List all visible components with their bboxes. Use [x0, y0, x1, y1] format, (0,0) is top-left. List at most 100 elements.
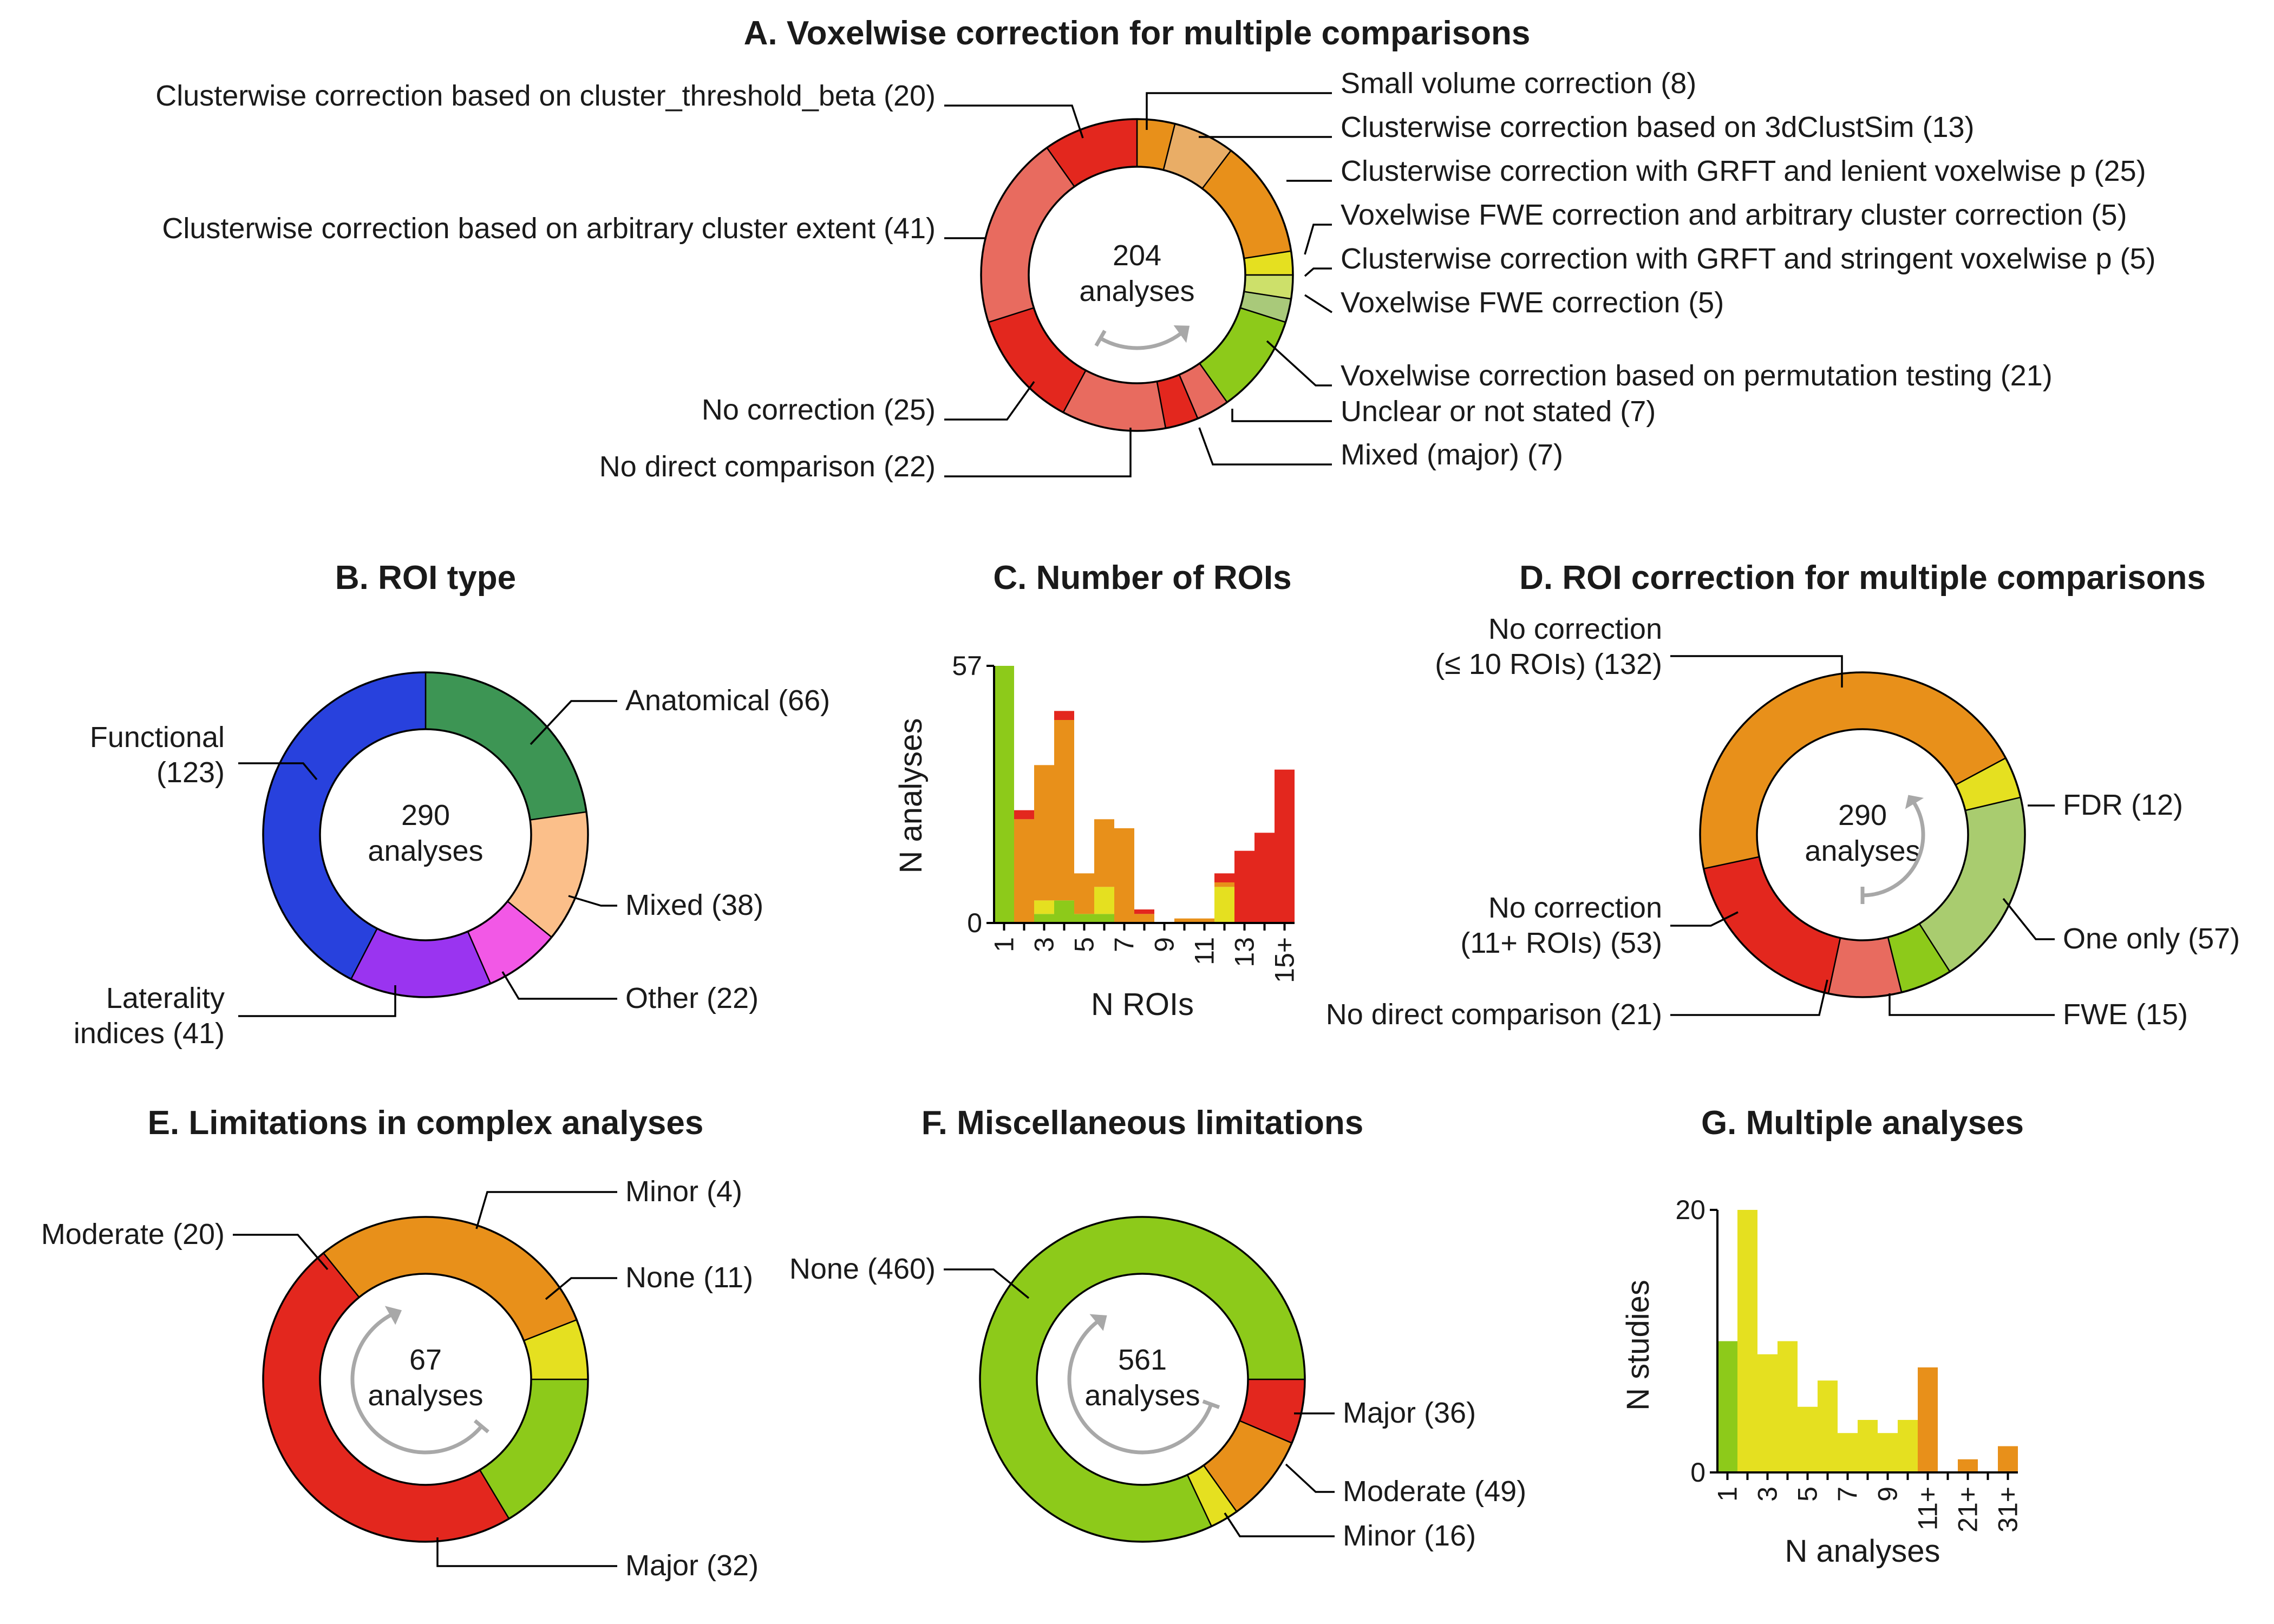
panel-a-leader-3 [1304, 224, 1332, 255]
panel-d-label-3: No direct comparison (21) [1326, 998, 1662, 1031]
panel-g-bar-12-0 [1958, 1459, 1978, 1472]
panel-c-bar-4-2 [1074, 873, 1094, 914]
panel-g-bar-1-0 [1737, 1210, 1757, 1472]
panel-e-leader-0 [545, 1277, 617, 1300]
panel-d-slice-3 [1827, 936, 1903, 998]
panel-c-bar-11-3 [1214, 873, 1234, 882]
panel-c-bar-3-2 [1054, 720, 1074, 901]
panel-a-label-3: Voxelwise FWE correction and arbitrary c… [1341, 199, 2127, 231]
panel-a-label-1: Clusterwise correction based on 3dClustS… [1341, 111, 1975, 143]
panel-g-bar-9-0 [1898, 1420, 1918, 1472]
panel-a-center-count: 204 [1113, 239, 1161, 272]
panel-e-label-3: Minor (4) [625, 1175, 742, 1208]
panel-d-label-5-line-0: No correction [1488, 613, 1662, 645]
panel-c-bar-12-3 [1234, 850, 1254, 923]
panel-c-bar-5-0 [1094, 914, 1114, 923]
panel-a-label-10: No correction (25) [702, 394, 936, 426]
panel-d-label-4-line-0: No correction [1488, 892, 1662, 924]
panel-c-bar-7-2 [1134, 914, 1154, 923]
panel-d-slice-4 [1703, 856, 1841, 994]
panel-a-direction-arc [1099, 329, 1186, 350]
panel-c-bar-1-3 [1014, 810, 1034, 820]
panel-c-bar-1-2 [1014, 819, 1034, 923]
panel-a-direction-tail [1094, 330, 1107, 347]
panel-f-label-3: None (460) [789, 1253, 936, 1285]
panel-g-ylabel: N studies [1620, 1280, 1656, 1411]
panel-b-inner-ring [319, 728, 532, 941]
panel-g-bar-5-0 [1818, 1380, 1838, 1472]
panel-b-center-unit: analyses [368, 835, 483, 867]
panel-d-label-0: FDR (12) [2063, 789, 2183, 821]
panel-b-leader-2 [501, 971, 617, 1000]
panel-a-leader-9 [944, 428, 1132, 477]
panel-b-leader-0 [530, 700, 617, 745]
panel-g-ytick-label-0: 0 [1690, 1457, 1706, 1488]
panel-c-bar-5-1 [1094, 887, 1114, 914]
panel-e-center-unit: analyses [368, 1379, 483, 1412]
panel-e-leader-1 [436, 1537, 617, 1567]
panel-c-ytick-label-1: 57 [952, 651, 982, 681]
panel-c-bar-10-2 [1194, 918, 1214, 923]
panel-d-slice-1 [1918, 796, 2026, 973]
panel-b-label-4-line-0: Functional [90, 721, 225, 754]
panel-d-label-2: FWE (15) [2063, 998, 2188, 1031]
panel-a-label-8: Mixed (major) (7) [1341, 438, 1563, 471]
panel-e-title: E. Limitations in complex analyses [148, 1104, 704, 1142]
panel-a-center-unit: analyses [1079, 275, 1194, 307]
panel-b-leader-1 [568, 895, 617, 907]
panel-d-direction-arc [1862, 798, 1925, 898]
panel-e-inner-ring [319, 1273, 532, 1486]
panel-e-leader-2 [233, 1234, 329, 1271]
panel-d-title: D. ROI correction for multiple compariso… [1519, 559, 2206, 597]
panel-a-label-7: Unclear or not stated (7) [1341, 395, 1656, 428]
panel-c-xtick-label-4: 5 [1069, 937, 1100, 952]
panel-d-leader-3 [1670, 979, 1828, 1016]
panel-c-title: C. Number of ROIs [993, 559, 1291, 597]
panel-a-label-2: Clusterwise correction with GRFT and len… [1341, 155, 2146, 187]
panel-e-center-count: 67 [409, 1344, 442, 1376]
panel-e-slice-2 [322, 1216, 578, 1342]
panel-c-bar-11-1 [1214, 887, 1234, 923]
panel-g-bar-3-0 [1778, 1341, 1798, 1472]
panel-c-bar-14-3 [1275, 769, 1295, 923]
panel-d-leader-4 [1670, 911, 1739, 927]
panel-a-leader-10 [944, 381, 1035, 421]
panel-f-label-2: Minor (16) [1343, 1520, 1476, 1552]
panel-e-direction-arc [350, 1311, 483, 1455]
panel-g-xtick-label-6: 7 [1833, 1487, 1863, 1502]
panel-d-leader-5 [1670, 655, 1843, 687]
panel-g-bar-0-0 [1717, 1341, 1737, 1472]
panel-c-bar-2-1 [1034, 900, 1054, 914]
panel-b-label-1: Mixed (38) [625, 889, 763, 921]
panel-f-leader-2 [1224, 1512, 1335, 1537]
panel-f-center-unit: analyses [1084, 1379, 1200, 1412]
panel-a-label-6: Voxelwise correction based on permutatio… [1341, 359, 2053, 392]
panel-a-inner-ring [1028, 166, 1246, 384]
panel-d-label-5-line-1: (≤ 10 ROIs) (132) [1435, 648, 1662, 680]
panel-f-outer-ring [979, 1216, 1306, 1543]
panel-f-direction-tail [1202, 1399, 1220, 1409]
panel-d-center-unit: analyses [1805, 835, 1920, 867]
panel-c-ytick-label-0: 0 [967, 908, 982, 938]
panel-a-leader-5 [1304, 294, 1332, 313]
panel-g-bar-14-0 [1998, 1446, 2018, 1472]
panel-d-label-1: One only (57) [2063, 922, 2240, 955]
panel-c-bar-2-2 [1034, 765, 1054, 901]
panel-e-leader-3 [475, 1191, 617, 1229]
panel-a-label-12: Clusterwise correction based on cluster_… [155, 80, 936, 112]
panel-d-center-count: 290 [1838, 799, 1887, 831]
panel-a-slice-11 [980, 147, 1076, 323]
panel-c-xtick-label-10: 11 [1190, 937, 1220, 965]
panel-d-direction-head [1905, 795, 1924, 809]
panel-d-donut: 290 analyses FDR (12) One only (57) FWE (15)… [1326, 613, 2240, 1031]
panel-b-outer-ring [262, 671, 589, 998]
panel-f-leader-3 [944, 1268, 1030, 1299]
panel-c-xtick-label-8: 9 [1149, 937, 1180, 952]
panel-f-center-count: 561 [1118, 1344, 1167, 1376]
panel-a-label-4: Clusterwise correction with GRFT and str… [1341, 243, 2156, 275]
